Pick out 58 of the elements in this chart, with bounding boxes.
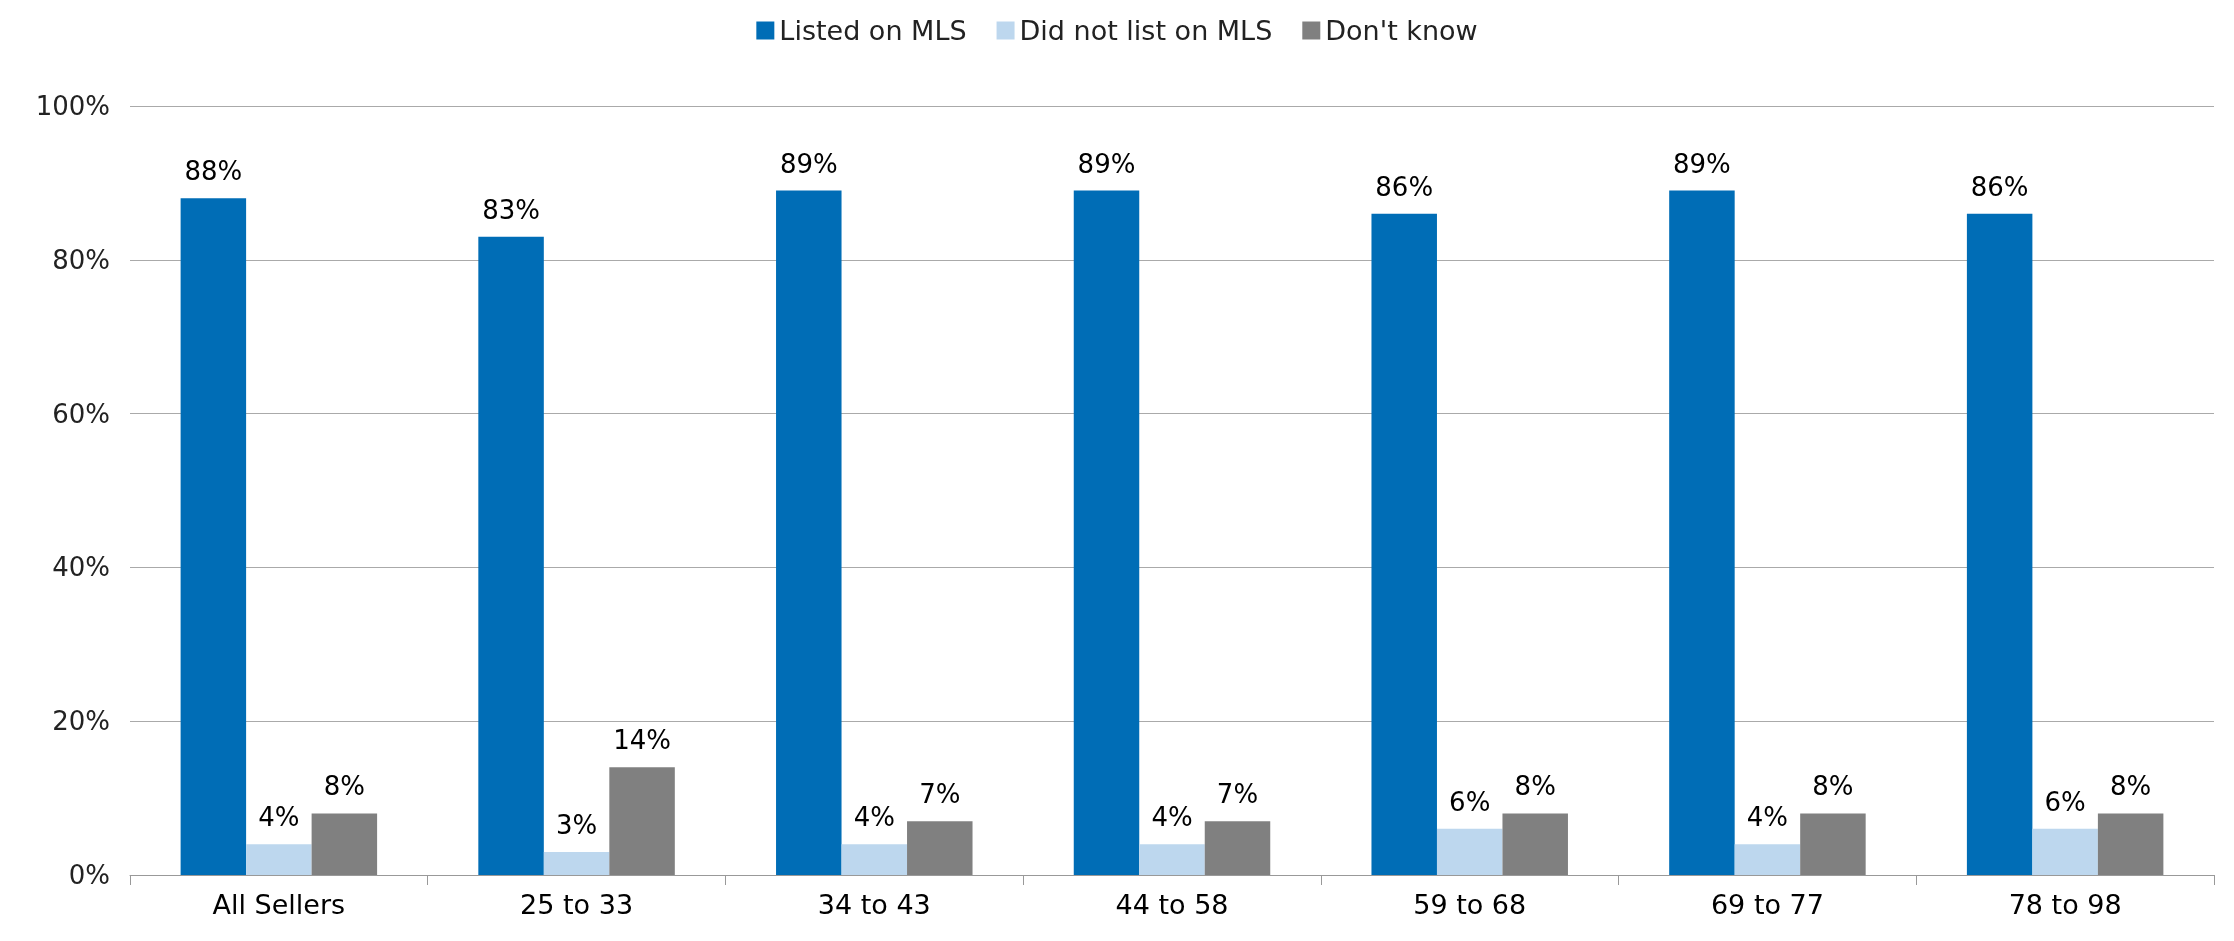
data-label: 89% [1077, 148, 1136, 179]
bar [841, 844, 908, 875]
y-tick-label: 80% [52, 244, 110, 275]
bar [1800, 813, 1866, 875]
x-tick-label: 34 to 43 [817, 889, 931, 920]
bar [1966, 213, 2033, 875]
bar [2032, 828, 2098, 875]
data-label: 7% [919, 779, 961, 810]
y-tick-label: 60% [52, 398, 110, 429]
data-label: 8% [1812, 771, 1854, 802]
data-label: 89% [1673, 148, 1731, 179]
data-label: 8% [323, 771, 365, 802]
x-tick-label: 59 to 68 [1413, 889, 1527, 920]
bar [1734, 844, 1801, 875]
bar [478, 236, 544, 875]
legend-label: Don't know [1325, 15, 1478, 46]
data-label: 8% [1514, 771, 1556, 802]
data-label: 4% [258, 802, 300, 833]
bar [1204, 821, 1271, 875]
bar [1073, 190, 1140, 875]
data-label: 7% [1216, 779, 1259, 810]
data-label: 3% [555, 809, 598, 840]
data-label: 86% [1970, 171, 2029, 202]
data-label: 88% [184, 156, 243, 187]
bar [907, 821, 973, 875]
bar [1139, 844, 1205, 875]
legend-label: Did not list on MLS [1019, 15, 1273, 46]
data-label: 8% [2110, 771, 2152, 802]
bar [1502, 813, 1568, 875]
data-label: 89% [779, 148, 838, 179]
x-tick-label: 25 to 33 [520, 889, 634, 920]
y-tick-label: 0% [68, 860, 110, 890]
y-tick-label: 20% [52, 706, 110, 737]
bar [311, 813, 378, 875]
legend-label: Listed on MLS [779, 15, 967, 46]
y-tick-label: 40% [52, 552, 110, 583]
bar [1371, 213, 1437, 875]
bar [776, 190, 842, 875]
data-label: 6% [1449, 786, 1491, 817]
x-tick-label: 44 to 58 [1115, 889, 1229, 920]
data-label: 14% [613, 725, 671, 756]
data-label: 4% [1746, 802, 1789, 833]
x-tick-label: 78 to 98 [2008, 889, 2122, 920]
bar [1669, 190, 1735, 875]
data-label: 6% [2044, 786, 2086, 817]
bar [609, 767, 675, 875]
bar [246, 844, 312, 875]
bar [1436, 828, 1503, 875]
x-tick-label: All Sellers [212, 889, 346, 920]
data-label: 83% [482, 194, 540, 225]
data-label: 4% [1151, 802, 1193, 833]
bar [180, 198, 247, 875]
bar [543, 851, 610, 875]
bar [2097, 813, 2164, 875]
data-label: 4% [853, 802, 895, 833]
y-tick-label: 100% [35, 91, 110, 121]
data-label: 86% [1375, 171, 1434, 202]
x-tick-label: 69 to 77 [1710, 889, 1824, 920]
